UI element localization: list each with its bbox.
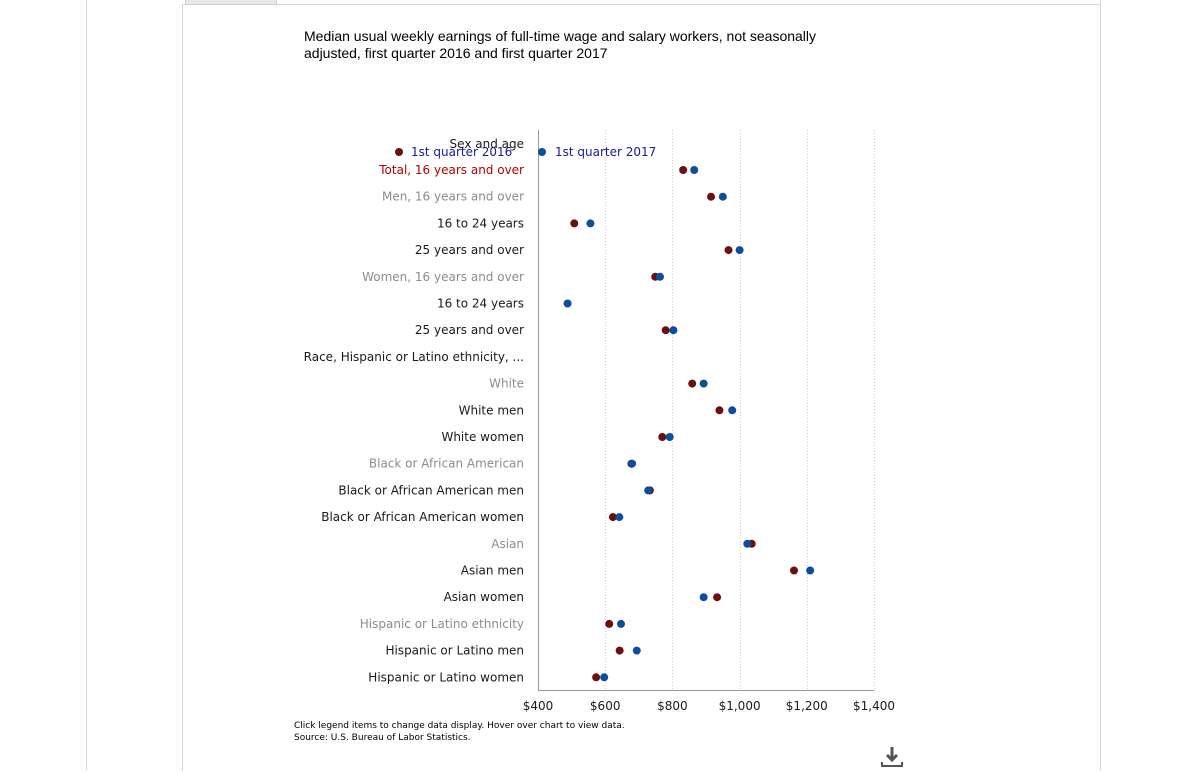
data-points <box>563 166 815 682</box>
legend: 1st quarter 2016 1st quarter 2017 <box>395 145 656 159</box>
data-point-2017[interactable] <box>718 192 727 201</box>
category-label: Race, Hispanic or Latino ethnicity, ... <box>304 350 524 364</box>
tab-stub[interactable] <box>185 0 277 5</box>
legend-item[interactable]: 1st quarter 2017 <box>555 145 656 159</box>
x-tick-label: $1,000 <box>719 699 761 713</box>
category-label: 25 years and over <box>415 243 524 257</box>
footnote-instructions: Click legend items to change data displa… <box>294 721 625 731</box>
data-point-2017[interactable] <box>632 646 641 655</box>
data-point-2017[interactable] <box>628 459 637 468</box>
data-point-2017[interactable] <box>586 219 595 228</box>
data-point-2017[interactable] <box>616 619 625 628</box>
x-tick-label: $1,200 <box>786 699 828 713</box>
gridlines <box>605 130 875 690</box>
category-label: 16 to 24 years <box>437 297 524 311</box>
data-point-2017[interactable] <box>644 486 653 495</box>
x-tick-label: $800 <box>657 699 688 713</box>
data-point-2017[interactable] <box>669 326 678 335</box>
x-tick-labels: $400 $600 $800 $1,000 $1,200 $1,400 <box>523 699 895 713</box>
data-point-2017[interactable] <box>615 513 624 522</box>
data-point-2017[interactable] <box>806 566 815 575</box>
download-icon <box>881 747 903 767</box>
category-label: Hispanic or Latino ethnicity <box>360 617 524 631</box>
data-point-2016[interactable] <box>688 379 697 388</box>
footnote-source: Source: U.S. Bureau of Labor Statistics. <box>294 733 471 743</box>
data-point-2017[interactable] <box>690 166 699 174</box>
data-point-2016[interactable] <box>707 192 716 201</box>
data-point-2016[interactable] <box>608 513 617 522</box>
legend-marker[interactable] <box>395 148 403 156</box>
x-tick-label: $600 <box>590 699 621 713</box>
data-point-2016[interactable] <box>605 619 614 628</box>
download-button[interactable] <box>878 744 906 770</box>
category-label: Black or African American women <box>321 510 524 524</box>
category-label: Total, 16 years and over <box>378 163 524 177</box>
data-point-2016[interactable] <box>570 219 579 228</box>
data-point-2017[interactable] <box>655 272 664 281</box>
x-tick-label: $1,400 <box>853 699 895 713</box>
data-point-2016[interactable] <box>713 593 722 602</box>
data-point-2017[interactable] <box>743 539 752 548</box>
data-point-2016[interactable] <box>679 166 688 174</box>
chart-title: Median usual weekly earnings of full-tim… <box>304 28 817 61</box>
data-point-2016[interactable] <box>615 646 624 655</box>
data-point-2017[interactable] <box>563 299 572 308</box>
legend-item[interactable]: 1st quarter 2016 <box>411 145 512 159</box>
category-label: Women, 16 years and over <box>362 270 524 284</box>
category-label: White <box>489 377 524 391</box>
data-point-2016[interactable] <box>592 673 601 682</box>
category-label: Black or African American <box>369 457 524 471</box>
category-axis-title: Sex and age <box>450 137 524 151</box>
page-frame-right <box>1100 0 1101 770</box>
x-tick-label: $400 <box>523 699 554 713</box>
data-point-2017[interactable] <box>728 406 737 415</box>
data-point-2017[interactable] <box>735 246 744 255</box>
category-label: 25 years and over <box>415 323 524 337</box>
data-point-2017[interactable] <box>600 673 609 682</box>
data-point-2017[interactable] <box>699 593 708 602</box>
category-label: White women <box>441 430 524 444</box>
data-point-2016[interactable] <box>715 406 724 415</box>
category-label: Asian <box>491 537 524 551</box>
category-label: Asian men <box>461 564 524 578</box>
data-point-2016[interactable] <box>661 326 670 335</box>
data-point-2017[interactable] <box>699 379 708 388</box>
category-label: Men, 16 years and over <box>382 190 524 204</box>
category-label: White men <box>459 403 524 417</box>
category-labels: Total, 16 years and over Men, 16 years an… <box>304 163 524 684</box>
category-label: Hispanic or Latino women <box>368 670 524 684</box>
data-point-2017[interactable] <box>665 433 674 441</box>
category-label: Hispanic or Latino men <box>385 644 524 658</box>
page-frame-left <box>86 0 87 770</box>
legend-marker[interactable] <box>538 148 546 156</box>
category-label: Black or African American men <box>338 483 524 497</box>
data-point-2016[interactable] <box>658 433 667 441</box>
chart-panel <box>182 4 1101 771</box>
category-label: Asian women <box>444 590 524 604</box>
category-label: 16 to 24 years <box>437 216 524 230</box>
data-point-2016[interactable] <box>790 566 799 575</box>
data-point-2016[interactable] <box>724 246 733 255</box>
